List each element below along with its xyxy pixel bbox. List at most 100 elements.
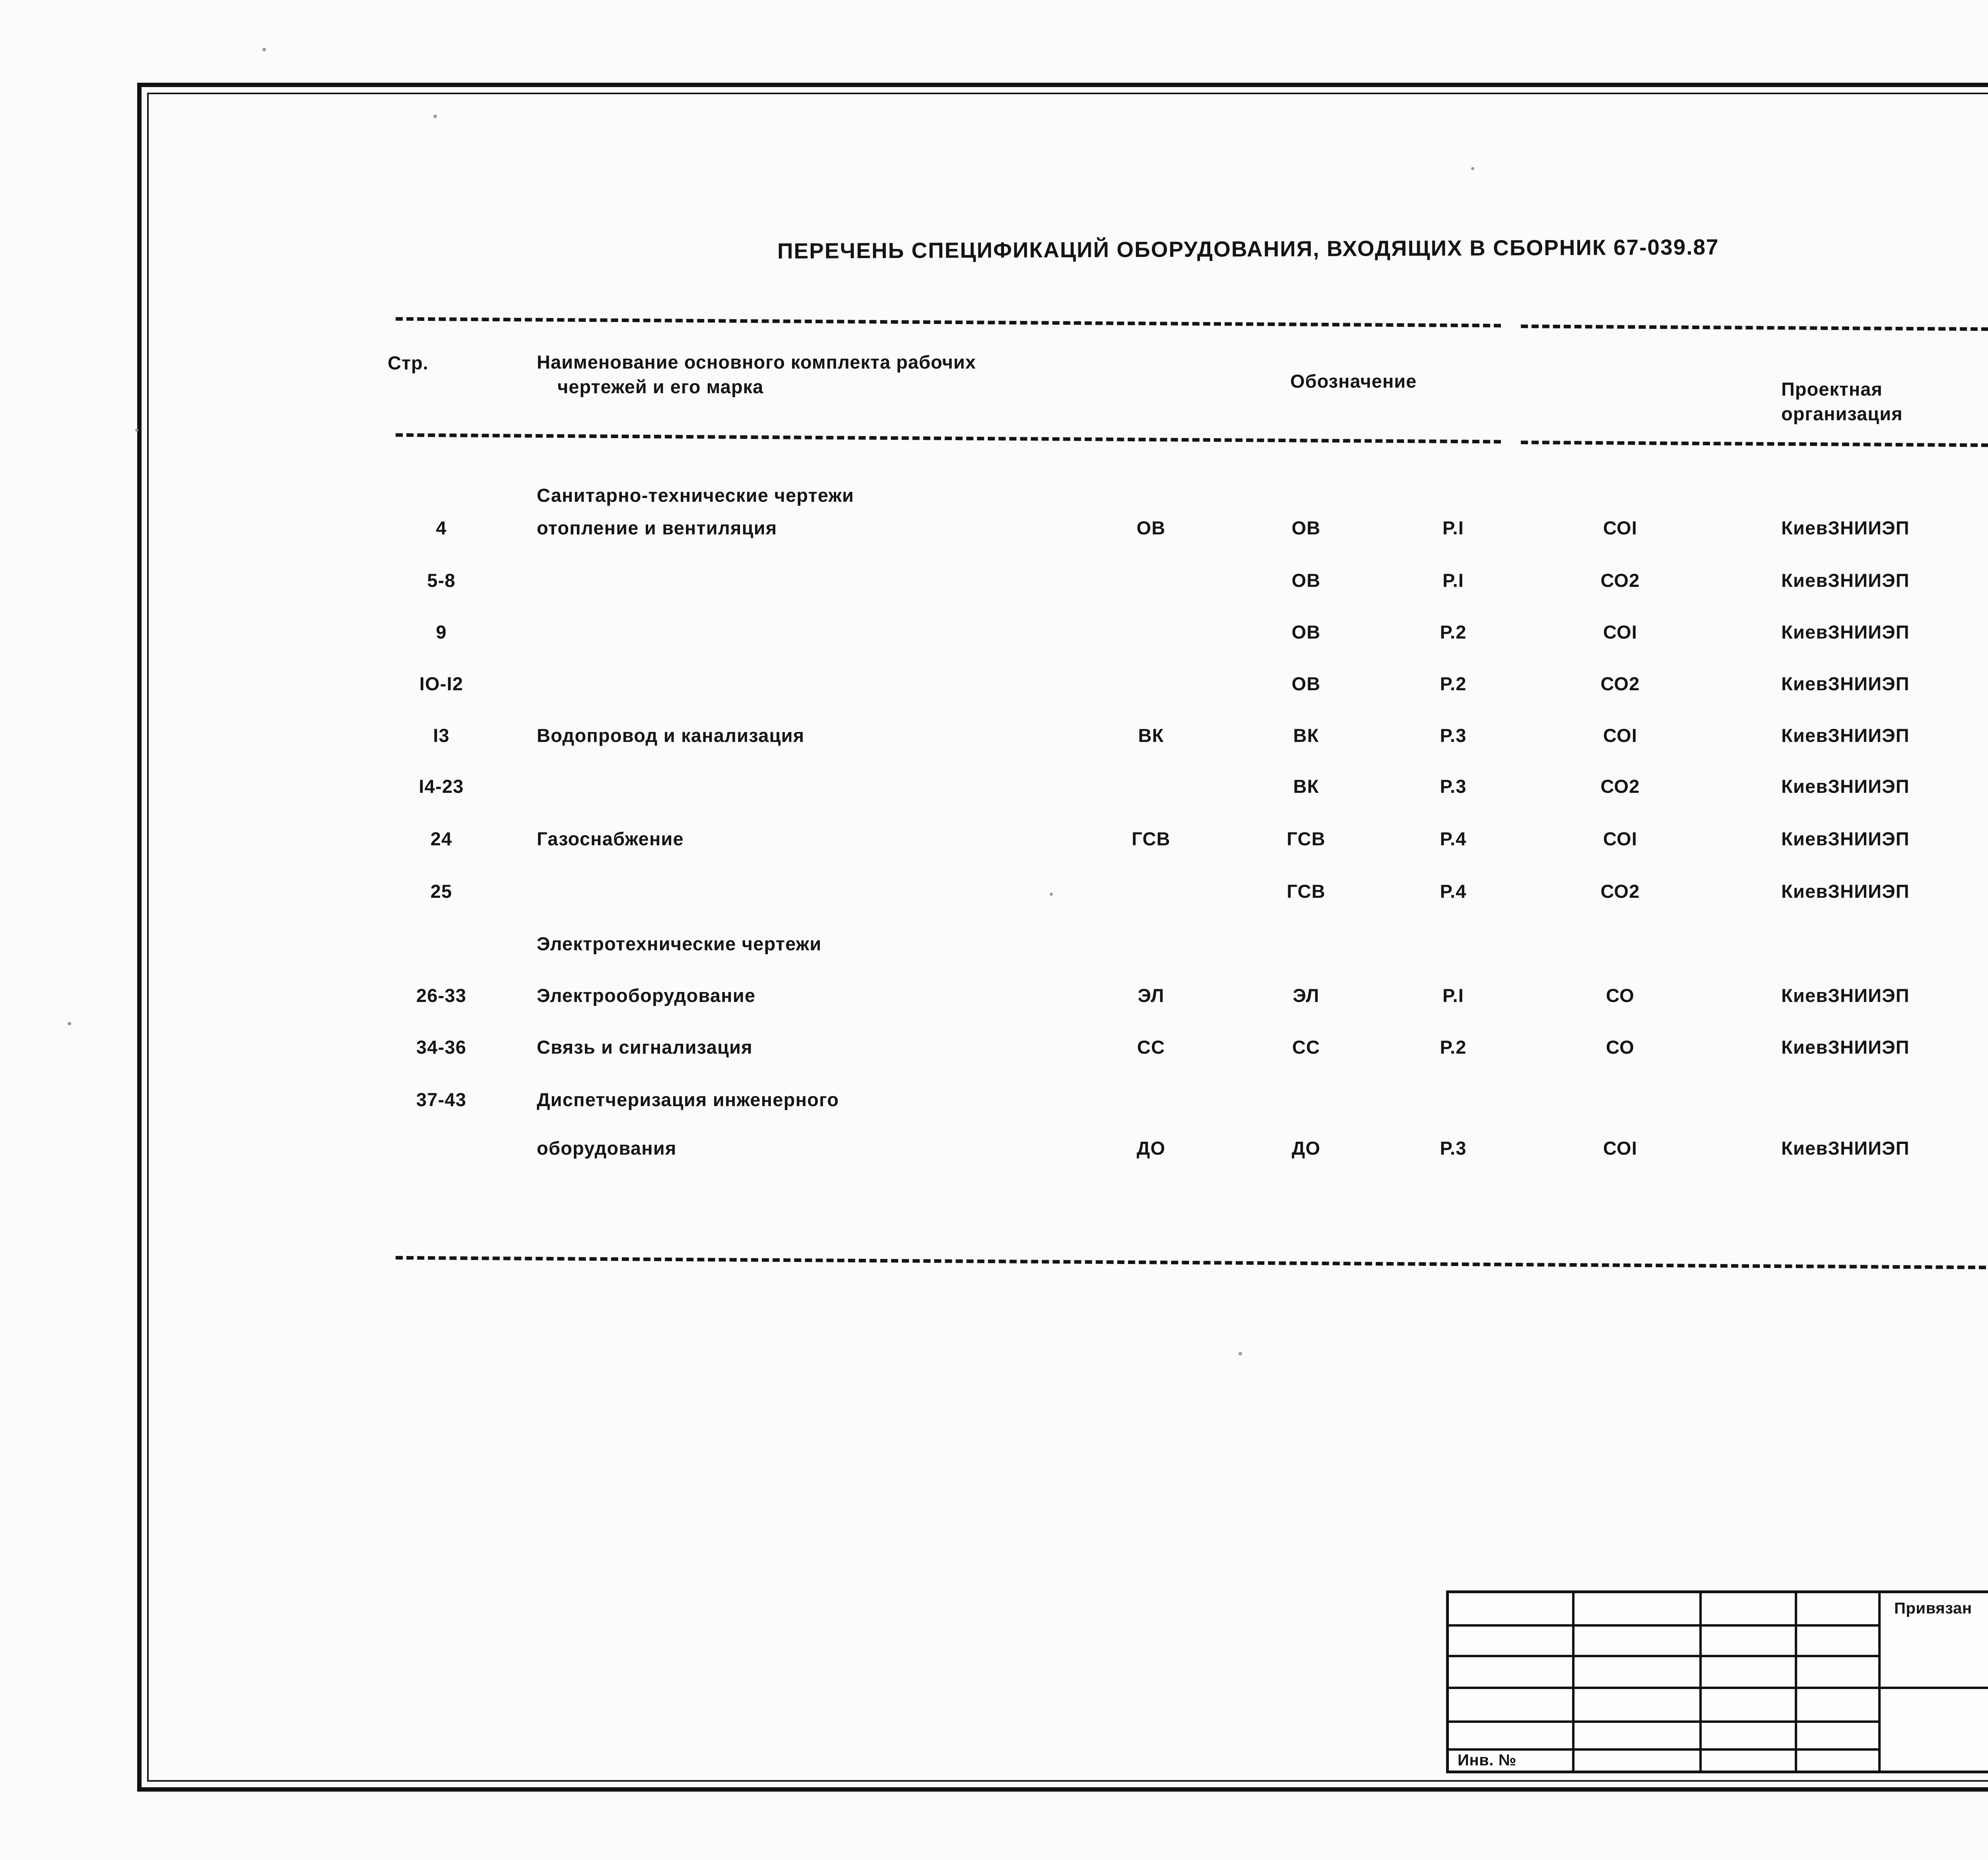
cell-designation-1: ВК [1293,776,1319,797]
cell-designation-2: Р.I [1442,985,1464,1006]
cell-name: Связь и сигнализация [537,1037,753,1058]
cell-designation-1: ОВ [1291,570,1321,591]
cell-organization: КиевЗНИИЭП [1781,621,1910,643]
cell-designation-3: СО [1606,985,1635,1006]
cell-designation-1: ОВ [1291,517,1321,538]
scan-speck [433,115,437,118]
cell-organization: КиевЗНИИЭП [1781,1138,1910,1159]
cell-name: оборудования [537,1138,677,1159]
cell-organization: КиевЗНИИЭП [1781,881,1910,902]
cell-page: I3 [433,725,450,746]
scan-speck [135,429,138,432]
cell-designation-1: ОВ [1291,673,1321,694]
cell-designation-2: Р.4 [1440,828,1467,849]
column-header-organization: Проектная организация [1781,377,1903,426]
section-header: Санитарно-технические чертежи [537,485,854,506]
cell-designation-3: СО2 [1600,776,1640,797]
cell-organization: КиевЗНИИЭП [1781,1037,1910,1058]
cell-mark: ДО [1136,1138,1166,1159]
column-header-name: Наименование основного комплекта рабочих… [537,350,976,399]
cell-mark: ВК [1138,725,1164,746]
cell-designation-3: СОI [1603,828,1637,849]
drawing-frame-inner-border [147,93,1988,1782]
scan-speck [1050,893,1053,896]
column-header-designation: Обозначение [1290,371,1417,392]
section-header: Электротехнические чертежи [537,933,822,954]
cell-designation-1: ГСВ [1287,881,1326,902]
cell-organization: КиевЗНИИЭП [1781,517,1910,538]
cell-page: 4 [436,517,447,538]
cell-name: Электрооборудование [537,985,756,1006]
cell-name: Диспетчеризация инженерного [537,1089,839,1110]
cell-designation-1: ЭЛ [1293,985,1320,1006]
cell-designation-3: СОI [1603,517,1637,538]
cell-page: 9 [436,621,447,643]
cell-organization: КиевЗНИИЭП [1781,725,1910,746]
cell-organization: КиевЗНИИЭП [1781,673,1910,694]
title-block-privyazan-label: Привязан [1894,1600,1972,1617]
cell-designation-2: Р.2 [1440,1037,1467,1058]
cell-organization: КиевЗНИИЭП [1781,828,1910,849]
cell-designation-1: ГСВ [1287,828,1326,849]
scan-speck [1239,1352,1242,1355]
cell-mark: ГСВ [1132,828,1171,849]
cell-designation-1: ВК [1293,725,1319,746]
cell-designation-3: СО2 [1600,881,1640,902]
title-block-divider-3 [1795,1593,1797,1771]
column-header-name-line1: Наименование основного комплекта рабочих [537,351,976,373]
drawing-frame-border [137,83,1988,1792]
title-block: Привязан Инв. № [1446,1590,1988,1773]
cell-organization: КиевЗНИИЭП [1781,570,1910,591]
cell-name: Водопровод и канализация [537,725,805,746]
cell-page: 37-43 [416,1089,467,1110]
cell-designation-1: СС [1292,1037,1320,1058]
cell-page: 24 [430,828,452,849]
cell-page: 5-8 [427,570,456,591]
cell-designation-2: Р.I [1442,570,1464,591]
column-header-org-line1: Проектная [1781,379,1883,400]
cell-organization: КиевЗНИИЭП [1781,776,1910,797]
title-block-divider-4 [1878,1593,1881,1771]
cell-designation-1: ОВ [1291,621,1321,643]
title-block-inventory-label: Инв. № [1458,1751,1516,1769]
title-block-row-line-5 [1449,1748,1878,1751]
cell-designation-2: Р.2 [1440,673,1467,694]
cell-designation-3: СОI [1603,1138,1637,1159]
cell-designation-3: СОI [1603,725,1637,746]
column-header-name-line2: чертежей и его марка [557,376,764,398]
title-block-divider-1 [1572,1593,1574,1771]
scan-speck [1471,167,1474,170]
cell-page: 25 [430,881,452,902]
cell-designation-2: Р.3 [1440,725,1467,746]
title-block-divider-2 [1699,1593,1702,1771]
title-block-row-line-1 [1449,1624,1878,1627]
cell-page: 26-33 [416,985,467,1006]
cell-mark: ОВ [1136,517,1166,538]
cell-name: Газоснабжение [537,828,684,849]
cell-page: I4-23 [419,776,464,797]
cell-designation-3: СО2 [1600,673,1640,694]
cell-designation-1: ДО [1291,1138,1321,1159]
cell-mark: СС [1137,1037,1165,1058]
scan-speck [68,1022,71,1025]
cell-organization: КиевЗНИИЭП [1781,985,1910,1006]
title-block-row-line-3 [1449,1687,1988,1689]
cell-designation-2: Р.4 [1440,881,1467,902]
cell-name: отопление и вентиляция [537,517,777,538]
cell-designation-3: СО2 [1600,570,1640,591]
cell-designation-2: Р.3 [1440,1138,1467,1159]
cell-designation-3: СОI [1603,621,1637,643]
title-block-row-line-2 [1449,1655,1878,1657]
column-header-org-line2: организация [1781,403,1903,425]
cell-designation-2: Р.3 [1440,776,1467,797]
cell-mark: ЭЛ [1138,985,1165,1006]
cell-designation-2: Р.I [1442,517,1464,538]
column-header-page: Стр. [388,352,429,373]
cell-page: 34-36 [416,1037,467,1058]
title-block-row-line-4 [1449,1720,1878,1723]
cell-page: IO-I2 [419,673,464,694]
cell-designation-3: СО [1606,1037,1635,1058]
cell-designation-2: Р.2 [1440,621,1467,643]
